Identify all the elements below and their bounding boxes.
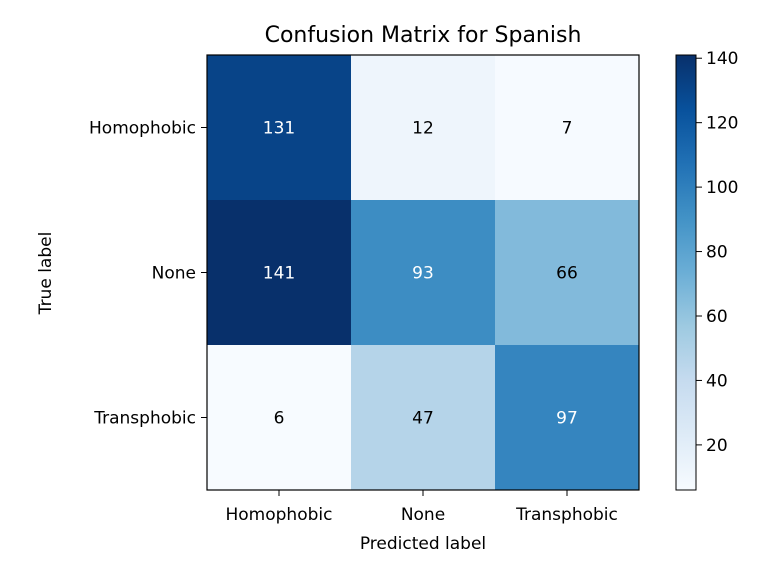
heatmap-cell-r0-c1 (351, 55, 496, 201)
colorbar-tick-label-0: 20 (706, 436, 728, 456)
colorbar (675, 54, 697, 491)
cell-value-r0-c0: 131 (263, 119, 295, 139)
x-axis-label: Predicted label (360, 534, 486, 554)
colorbar-tick-label-4: 100 (706, 178, 738, 198)
y-axis-ticks: Homophobic None Transphobic (89, 119, 207, 429)
cell-value-r1-c1: 93 (412, 264, 434, 284)
colorbar-tick-label-2: 60 (706, 307, 728, 327)
x-axis-ticks: Homophobic None Transphobic (226, 490, 618, 525)
cell-value-r1-c2: 66 (556, 264, 578, 284)
colorbar-tick-label-1: 40 (706, 371, 728, 391)
colorbar-tick-label-6: 140 (706, 49, 738, 69)
heatmap-cell-r0-c2 (495, 55, 640, 201)
cell-value-r2-c0: 6 (274, 409, 285, 429)
heatmap-cell-r2-c1 (351, 345, 496, 491)
y-axis-label: True label (36, 232, 56, 316)
colorbar-tick-label-5: 120 (706, 114, 738, 134)
heatmap-cell-r1-c2 (495, 200, 640, 346)
cell-value-r1-c0: 141 (263, 264, 295, 284)
heatmap-cell-r2-c2 (495, 345, 640, 491)
heatmap-cells (207, 55, 640, 491)
cell-value-r0-c1: 12 (412, 119, 434, 139)
cell-value-r2-c1: 47 (412, 409, 434, 429)
y-tick-label-0: Homophobic (89, 119, 196, 139)
colorbar-tick-label-3: 80 (706, 243, 728, 263)
chart-title: Confusion Matrix for Spanish (265, 23, 582, 48)
cell-value-r2-c2: 97 (556, 409, 578, 429)
cell-value-r0-c2: 7 (562, 119, 573, 139)
x-tick-label-2: Transphobic (515, 505, 618, 525)
x-tick-label-0: Homophobic (226, 505, 333, 525)
y-tick-label-2: Transphobic (93, 409, 196, 429)
y-tick-label-1: None (152, 264, 196, 284)
heatmap-cell-r0-c0 (207, 55, 352, 201)
x-tick-label-1: None (401, 505, 445, 525)
heatmap-cell-r1-c1 (351, 200, 496, 346)
heatmap-cell-r2-c0 (207, 345, 352, 491)
heatmap-cell-r1-c0 (207, 200, 352, 346)
colorbar-ticks: 20 40 60 80 100 120 140 (696, 49, 738, 456)
